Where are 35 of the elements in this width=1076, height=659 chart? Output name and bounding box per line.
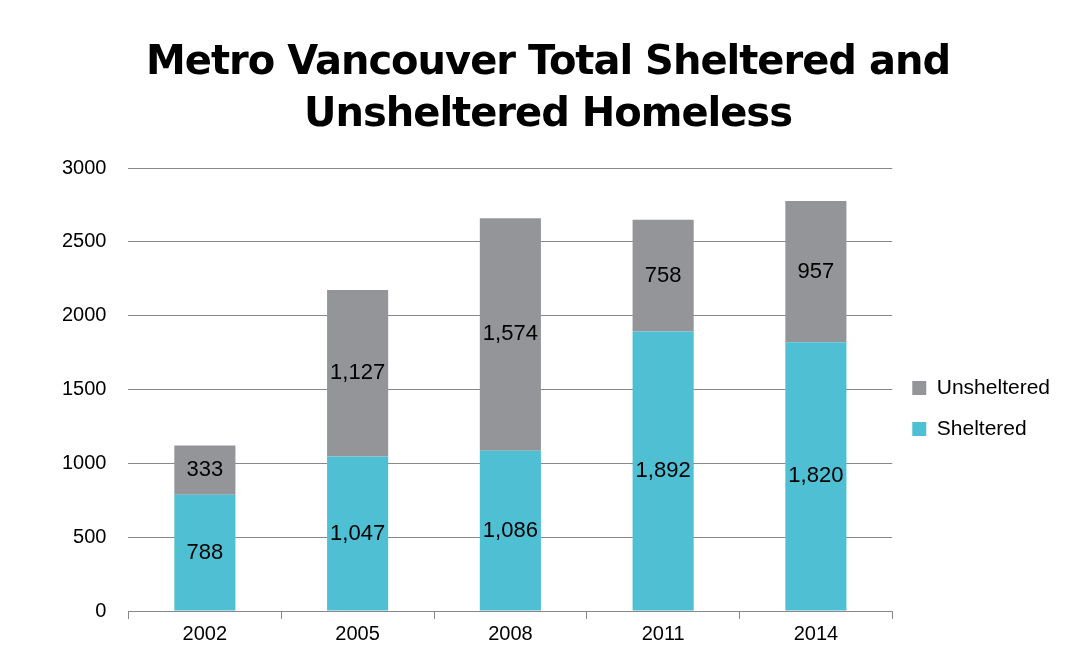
bar — [785, 200, 847, 343]
y-tick-label: 0 — [95, 598, 107, 621]
data-label: 1,127 — [330, 359, 386, 385]
bar — [174, 445, 236, 495]
bar — [327, 289, 389, 457]
y-tick-label: 1500 — [61, 377, 107, 400]
data-label: 333 — [186, 456, 224, 482]
bar — [327, 456, 389, 611]
data-label: 1,086 — [482, 516, 538, 542]
data-label: 788 — [186, 538, 224, 564]
bar — [785, 342, 847, 611]
data-label: 1,047 — [330, 519, 386, 545]
data-label: 957 — [797, 257, 835, 283]
y-tick-label: 1000 — [61, 450, 107, 473]
data-label: 1,574 — [482, 320, 538, 346]
x-tick-label: 2014 — [793, 621, 839, 644]
y-tick-label: 500 — [73, 524, 107, 547]
y-tick-label: 2500 — [61, 229, 107, 252]
x-tick-label: 2008 — [488, 621, 533, 644]
bar — [174, 494, 236, 611]
y-tick-label: 3000 — [61, 155, 107, 178]
y-tick-label: 2000 — [61, 303, 107, 326]
data-label: 1,892 — [635, 457, 691, 483]
x-tick-label: 2002 — [182, 621, 228, 644]
data-label: 758 — [644, 261, 682, 287]
bar — [632, 219, 694, 332]
data-label: 1,820 — [788, 462, 844, 488]
bar — [632, 331, 694, 611]
chart-title: Metro Vancouver Total Sheltered and Unsheltered Homeless — [144, 36, 951, 137]
legend-label: Sheltered — [936, 415, 1027, 439]
bar — [479, 450, 541, 611]
x-tick-label: 2005 — [335, 621, 380, 644]
legend-label: Unsheltered — [936, 374, 1050, 398]
x-tick-label: 2011 — [641, 621, 685, 644]
bar — [479, 218, 541, 451]
